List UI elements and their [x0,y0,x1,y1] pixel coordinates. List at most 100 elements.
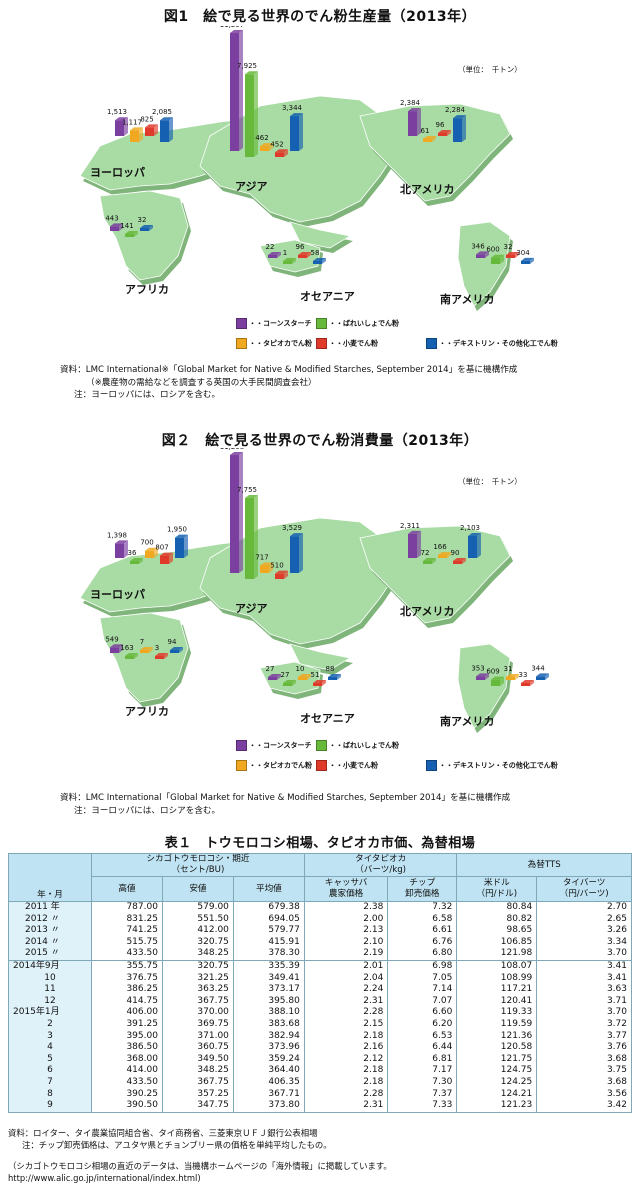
bar-value-label: 3 [155,644,159,652]
table-cell: 7.30 [387,1076,458,1089]
bar-value-label: 22 [266,243,275,251]
legend-swatch [316,740,327,751]
bar-value-label: 32 [138,216,147,224]
table-cell: 414.00 [91,1065,163,1077]
bar-dextrin: 344 [531,664,549,680]
table-cell: 395.80 [232,995,305,1008]
table-cell: 2.16 [303,1042,389,1054]
table-cell: 6.60 [387,1007,458,1019]
legend-swatch [236,318,247,329]
market-table: 年・月 シカゴトウモロコシ・期近 （セント/BU) タイタピオカ （バーツ/kg… [8,853,632,1113]
table-cell: 390.50 [91,1100,163,1113]
bar-value-label: 2,284 [445,106,466,114]
table-cell: 2.15 [303,1018,389,1031]
table-cell: 3.70 [536,948,632,961]
table-cell: 694.05 [232,913,305,926]
bar-corn: 11,298 [220,448,244,573]
table-cell: 6.61 [387,925,458,937]
table-cell: 6.53 [387,1030,458,1043]
bar-tapioca: 72 [421,549,436,564]
bar-dextrin: 3,529 [282,524,303,573]
bar-value-label: 717 [255,554,268,562]
legend-swatch [236,740,247,751]
row-label-cell: 2013 〃 [8,925,92,937]
bar-dextrin: 2,103 [460,524,481,558]
bar-value-label: 452 [270,140,283,148]
bar-value-label: 353 [471,664,484,672]
bar-value-label: 90 [451,549,460,557]
table-cell: 382.94 [232,1030,305,1043]
table-cell: 579.77 [232,925,305,937]
row-label-cell: 4 [8,1042,92,1054]
bar-value-label: 27 [281,671,290,679]
table-cell: 121.98 [456,948,538,961]
table-cell: 2.01 [303,959,389,973]
table-row: 11 386.25 363.25 373.17 2.24 7.14 117.21 3.63 [8,984,632,996]
table-cell: 515.75 [91,936,163,949]
row-label-cell: 6 [8,1065,92,1077]
row-label-cell: 3 [8,1030,92,1043]
table-row: 6 414.00 348.25 364.40 2.18 7.17 124.75 3.75 [8,1065,632,1077]
bar-corn: 22 [266,243,281,258]
table-cell: 3.70 [536,1007,632,1019]
figure1-unit: （単位： 千トン） [458,65,522,74]
table-cell: 124.21 [456,1088,538,1101]
bar-corn: 353 [471,664,489,680]
table-cell: 349.50 [161,1053,234,1066]
table-cell: 98.65 [456,925,538,937]
table-cell: 373.80 [232,1100,305,1113]
table-cell: 368.00 [91,1053,163,1066]
table-cell: 359.24 [232,1053,305,1066]
figure2-unit: （単位： 千トン） [458,477,522,486]
table1-website-note: （シカゴトウモロコシ相場の直近のデータは、当機構ホームページの「海外情報」に掲載… [8,1161,392,1171]
figure2-title: 図２ 絵で見る世界のでん粉消費量（2013年） [161,433,479,449]
bar-value-label: 2,311 [400,522,420,530]
figure1-notes: 資料：LMC International※「Global Market for … [60,364,517,402]
legend-item-potato: ・・タピオカでん粉 [236,338,312,349]
table-row: 2012 〃 831.25 551.50 694.05 2.00 6.58 80.82 2.6… [8,913,632,926]
region-label: オセアニア [300,290,355,303]
bar-value-label: 96 [296,243,305,251]
bar-tapioca: 609 [486,668,504,686]
table-cell: 2.31 [303,1100,389,1113]
table-cell: 119.33 [456,1007,538,1019]
table-cell: 7.33 [387,1100,458,1113]
table-cell: 7.17 [387,1065,458,1077]
bar-potato: 717 [255,554,273,573]
table-cell: 551.50 [161,913,234,926]
table-cell: 388.10 [232,1007,305,1019]
tapioca-group-header: タイタピオカ （バーツ/kg) [303,853,458,877]
bar-value-label: 3,344 [282,104,303,112]
table1-website-url[interactable]: http://www.alic.go.jp/international/inde… [8,1173,201,1183]
bar-tapioca: 141 [120,222,138,237]
table-cell: 2.18 [303,1065,389,1077]
table-cell: 2.13 [303,925,389,937]
table-cell: 371.00 [161,1030,234,1043]
row-label-cell: 2 [8,1018,92,1031]
figure1-source-subnote: （※農産物の需給などを調査する英国の大手民間調査会社） [86,377,317,388]
figure1-source-note: 資料：LMC International※「Global Market for … [60,365,518,375]
figure1-title: 図1 絵で見る世界のでん粉生産量（2013年） [163,9,477,25]
bar-dextrin: 88 [326,665,341,680]
table-cell: 2.19 [303,948,389,961]
table-cell: 386.25 [91,984,163,996]
table-row: 12 414.75 367.75 395.80 2.31 7.07 120.41 3.71 [8,995,632,1008]
legend-swatch [316,338,327,349]
table-cell: 370.00 [161,1007,234,1019]
legend-item-dextrin: ・・デキストリン・その他化工でん粉 [426,338,558,349]
row-label-cell: 2015 〃 [8,948,92,961]
row-label-cell: 10 [8,972,92,985]
table-cell: 6.80 [387,948,458,961]
table-cell: 373.17 [232,984,305,996]
table-cell: 6.44 [387,1042,458,1054]
bar-value-label: 96 [436,121,445,129]
table-cell: 3.41 [536,972,632,985]
bar-value-label: 700 [140,539,153,547]
bar-value-label: 807 [155,544,168,552]
table-cell: 80.84 [456,900,538,914]
bar-value-label: 344 [531,664,545,672]
bar-value-label: 1,117 [122,118,142,126]
row-label-cell: 8 [8,1088,92,1101]
table-cell: 373.96 [232,1042,305,1054]
bar-value-label: 1,950 [167,526,187,534]
